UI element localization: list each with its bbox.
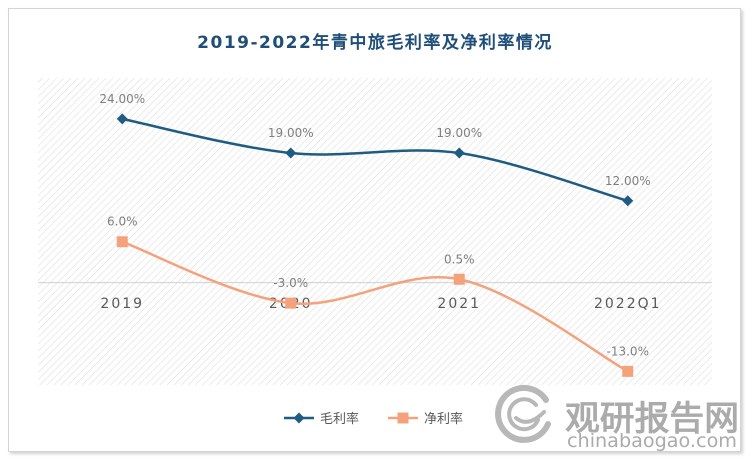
x-tick-label: 2021: [437, 296, 481, 312]
legend-item-net-margin: 净利率: [388, 411, 463, 427]
legend-marker: [397, 412, 409, 424]
net-margin-data-label: -13.0%: [607, 344, 649, 358]
watermark: 观研报告网 chinabaogao.com: [495, 384, 739, 452]
axis-layer: 2019202020212022Q1: [38, 282, 712, 312]
gross-margin-data-label: 24.00%: [99, 92, 145, 106]
net-margin-line: [121, 240, 629, 373]
gross-margin-point: [622, 195, 634, 207]
gross-margin-point: [453, 147, 465, 159]
net-margin-point: [116, 236, 128, 248]
series-layer: [116, 113, 634, 377]
watermark-logo-icon: [495, 384, 551, 443]
chart-title: 2019-2022年青中旅毛利率及净利率情况: [197, 32, 553, 53]
gross-margin-data-label: 12.00%: [605, 174, 651, 188]
gross-margin-point: [285, 147, 297, 159]
gross-margin-point: [116, 113, 128, 125]
gross-margin-line: [121, 117, 629, 203]
net-margin-point: [285, 297, 297, 309]
gross-margin-data-label: 19.00%: [436, 126, 482, 140]
plot-area: [38, 78, 712, 385]
net-margin-data-label: 0.5%: [444, 252, 475, 266]
net-margin-data-label: -3.0%: [273, 276, 308, 290]
watermark-url: chinabaogao.com: [567, 430, 737, 452]
net-margin-point: [453, 273, 465, 285]
legend-label: 净利率: [424, 411, 463, 427]
legend-label: 毛利率: [320, 411, 359, 427]
x-tick-label: 2022Q1: [594, 296, 662, 312]
x-tick-label: 2019: [100, 296, 144, 312]
watermark-brand: 观研报告网: [565, 399, 739, 439]
legend: 毛利率 净利率: [284, 411, 463, 427]
legend-item-gross-margin: 毛利率: [284, 411, 359, 427]
data-label-layer: 24.00% 19.00% 19.00% 12.00% 6.0% -3.0% 0.5% -13…: [99, 92, 650, 358]
gross-margin-data-label: 19.00%: [268, 126, 314, 140]
net-margin-data-label: 6.0%: [107, 215, 138, 229]
net-margin-point: [622, 365, 634, 377]
legend-marker: [293, 412, 305, 424]
